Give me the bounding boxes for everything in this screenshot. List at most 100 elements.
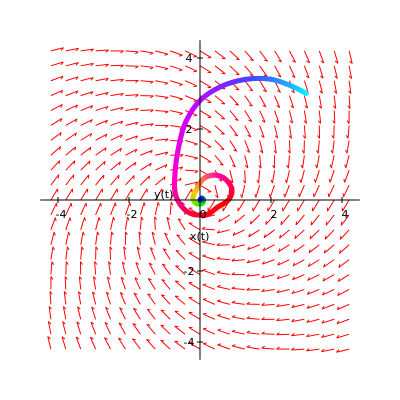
vector-arrow-head <box>120 107 124 111</box>
vector-arrow <box>287 155 290 169</box>
vector-arrow <box>65 62 79 67</box>
vector-arrow-head <box>85 202 88 207</box>
vector-arrow-head <box>135 135 139 140</box>
vector-arrow <box>91 306 97 320</box>
vector-arrow <box>216 244 230 246</box>
vector-arrow <box>214 140 225 150</box>
vector-arrow-head <box>52 246 55 251</box>
vector-arrow <box>321 333 335 338</box>
x-axis-label: x(t) <box>190 230 209 243</box>
vector-arrow <box>338 259 350 268</box>
vector-arrow-head <box>306 348 310 352</box>
vector-arrow-head <box>235 73 240 76</box>
vector-arrow <box>188 327 201 335</box>
vector-arrow-head <box>202 298 207 300</box>
vector-arrow-head <box>248 233 251 238</box>
vector-arrow <box>76 321 82 335</box>
vector-arrow-head <box>320 75 324 79</box>
vector-arrow-head <box>164 68 169 71</box>
vector-arrow-head <box>165 138 169 142</box>
vector-arrow-head <box>334 60 339 64</box>
vector-arrow <box>95 188 103 201</box>
vector-arrow-head <box>193 143 198 146</box>
vector-arrow-head <box>120 93 124 97</box>
vector-arrow-head <box>322 291 325 296</box>
vector-arrow <box>147 278 156 290</box>
vector-arrow <box>95 174 105 186</box>
vector-arrow-head <box>51 261 55 265</box>
vector-arrow-head <box>292 262 296 267</box>
vector-arrow <box>259 65 268 77</box>
vector-arrow-head <box>317 120 322 124</box>
vector-arrow-head <box>193 114 198 117</box>
vector-arrow <box>330 155 335 169</box>
vector-arrow <box>184 188 193 201</box>
vector-arrow <box>274 140 277 154</box>
vector-arrow-head <box>60 104 63 108</box>
vector-arrow <box>139 188 148 201</box>
vector-arrow-head <box>118 322 123 325</box>
vector-arrow <box>318 80 323 94</box>
vector-arrow-head <box>276 317 280 322</box>
vector-arrow <box>271 170 276 184</box>
vector-arrow <box>214 95 226 105</box>
vector-arrow <box>318 50 325 64</box>
vector-arrow <box>309 229 320 240</box>
vector-arrow <box>202 298 216 305</box>
vector-arrow <box>303 80 309 94</box>
vector-arrow-head <box>330 149 334 154</box>
vector-arrow-head <box>178 69 183 72</box>
vector-arrow-head <box>100 202 102 207</box>
vector-arrow <box>140 50 154 54</box>
vector-arrow-head <box>118 337 122 341</box>
vector-arrow-head <box>105 92 109 96</box>
vector-arrow <box>95 119 108 126</box>
vector-arrow <box>217 229 230 234</box>
vector-arrow-head <box>76 321 80 325</box>
vector-arrow <box>120 277 126 290</box>
x-tick-label: 2 <box>271 208 278 221</box>
vector-arrow <box>307 288 320 295</box>
vector-arrow <box>47 321 52 335</box>
vector-arrow-head <box>256 179 260 184</box>
vector-arrow-head <box>105 49 109 53</box>
vector-arrow-head <box>150 136 154 141</box>
vector-arrow-head <box>219 163 224 166</box>
vector-arrow-head <box>59 118 63 122</box>
vector-arrow-head <box>135 121 139 126</box>
vector-arrow-head <box>53 231 56 236</box>
vector-arrow-head <box>283 193 286 198</box>
vector-arrow <box>333 65 338 79</box>
vector-arrow-head <box>193 70 197 73</box>
vector-arrow <box>65 47 79 52</box>
vector-arrow <box>95 202 102 216</box>
vector-arrow-head <box>129 202 132 207</box>
vector-arrow-head <box>217 299 221 302</box>
vector-arrow <box>95 133 108 141</box>
vector-arrow-head <box>291 347 295 351</box>
vector-arrow <box>229 170 234 183</box>
vector-arrow <box>75 336 82 350</box>
vector-arrow <box>332 140 335 154</box>
vector-arrow-head <box>321 320 325 324</box>
vector-arrow <box>336 318 350 325</box>
vector-arrow <box>184 95 198 102</box>
vector-arrow-head <box>103 161 106 165</box>
vector-arrow <box>274 125 279 139</box>
vector-arrow <box>214 125 225 135</box>
vector-arrow-head <box>175 265 180 267</box>
vector-arrow-head <box>80 261 83 265</box>
vector-arrow <box>125 50 139 53</box>
vector-arrow <box>110 202 116 216</box>
vector-arrow <box>229 65 240 76</box>
vector-arrow-head <box>261 274 265 279</box>
vector-arrow <box>252 199 261 212</box>
vector-arrow-head <box>120 134 123 139</box>
vector-arrow-head <box>322 277 325 282</box>
vector-arrow <box>155 164 168 171</box>
vector-arrow <box>95 77 109 82</box>
vector-arrow <box>276 318 290 322</box>
vector-arrow-head <box>316 149 319 154</box>
vector-arrow-head <box>246 330 251 334</box>
vector-arrow <box>312 199 320 212</box>
